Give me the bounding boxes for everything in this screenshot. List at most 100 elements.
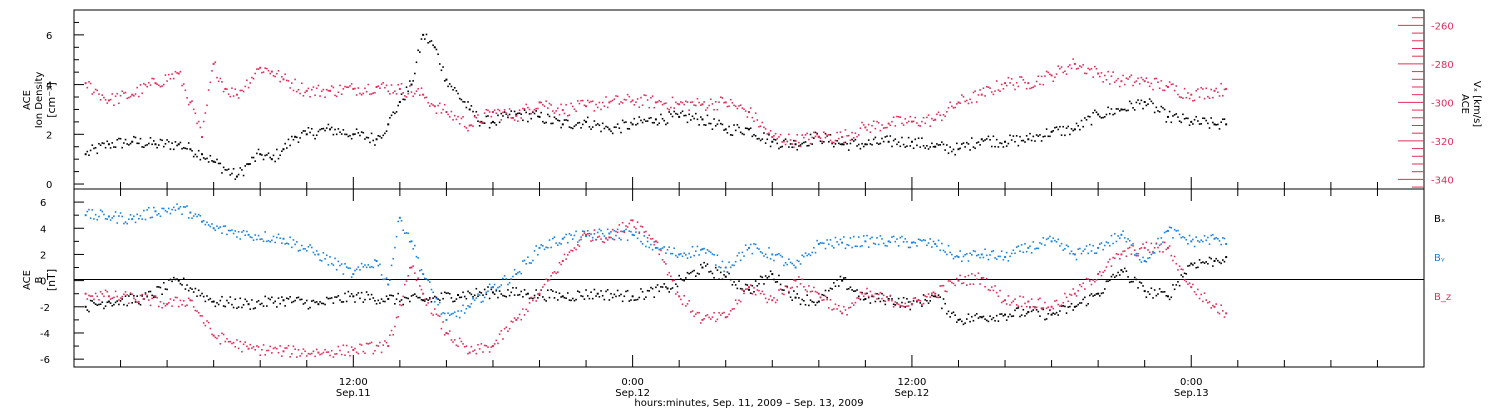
interp-point [169,278,172,281]
interp-point [493,122,496,124]
interp-point [1198,297,1201,300]
interp-point [596,236,599,238]
interp-point [475,297,478,299]
interp-point [470,345,473,348]
interp-point [309,353,311,355]
interp-point [728,105,730,107]
interp-point [909,246,912,249]
interp-point [926,299,928,302]
interp-point [826,296,828,299]
interp-point [799,144,802,146]
interp-point [354,269,356,272]
interp-point [946,312,948,315]
interp-point [1128,239,1131,242]
interp-point [744,127,747,130]
interp-point [969,283,971,285]
interp-point [871,295,873,298]
interp-point [530,296,533,299]
interp-point [1202,117,1204,120]
interp-point [151,297,153,300]
interp-point [269,345,271,348]
interp-point [929,125,932,127]
interp-point [229,174,232,176]
interp-point [314,301,316,304]
interp-point [655,286,657,289]
interp-point [661,259,664,261]
interp-point [369,342,371,345]
interp-point [269,72,271,75]
interp-point [169,298,172,300]
interp-point [1142,256,1144,259]
interp-point [571,297,574,300]
interp-point [788,291,790,294]
interp-point [495,339,498,342]
interp-point [96,295,99,298]
interp-point [417,257,419,259]
data-point [1120,253,1123,256]
interp-point [751,252,754,255]
interp-point [414,272,416,274]
interp-point [319,259,321,262]
interp-point [252,156,255,159]
interp-point [645,120,647,122]
interp-point [385,84,388,87]
interp-point [874,243,877,245]
interp-point [256,68,258,70]
data-point [538,115,541,118]
interp-point [144,84,147,86]
interp-point [1158,244,1161,247]
interp-point [286,242,288,245]
interp-point [420,87,423,89]
interp-point [696,311,699,314]
interp-point [741,132,744,135]
interp-point [688,300,690,302]
data-point [585,235,588,238]
interp-point [123,293,125,296]
data-point [398,216,401,219]
interp-point [161,207,163,210]
interp-point [424,300,426,302]
interp-point [907,246,910,249]
interp-point [535,289,537,291]
interp-point [172,77,175,80]
interp-point [251,299,253,301]
data-point [398,100,401,103]
interp-point [857,134,860,136]
interp-point [256,301,258,303]
interp-point [101,210,104,213]
interp-point [500,284,503,286]
interp-point [806,132,808,135]
interp-point [964,146,966,148]
interp-point [119,137,122,140]
data-point [1143,246,1146,249]
interp-point [452,312,454,315]
interp-point [769,258,772,260]
interp-point [525,293,528,296]
interp-point [1102,271,1104,274]
interp-point [1223,88,1226,91]
interp-point [640,225,642,228]
data-point [864,292,867,295]
interp-point [1150,82,1153,85]
interp-point [417,296,419,299]
interp-point [1117,108,1119,110]
interp-point [611,132,614,135]
interp-point [172,148,175,151]
interp-point [472,297,474,300]
interp-point [1203,262,1206,264]
interp-point [773,134,775,137]
interp-point [1002,146,1005,148]
interp-point [1192,264,1194,266]
interp-point [148,206,150,209]
interp-point [1188,97,1191,100]
interp-point [560,296,562,298]
interp-point [1105,241,1108,243]
interp-point [1202,300,1204,303]
data-point [701,103,704,106]
interp-point [295,136,298,139]
interp-point [159,215,162,218]
data-point [1073,305,1076,308]
interp-point [876,237,878,239]
interp-point [842,141,845,144]
interp-point [154,295,157,297]
